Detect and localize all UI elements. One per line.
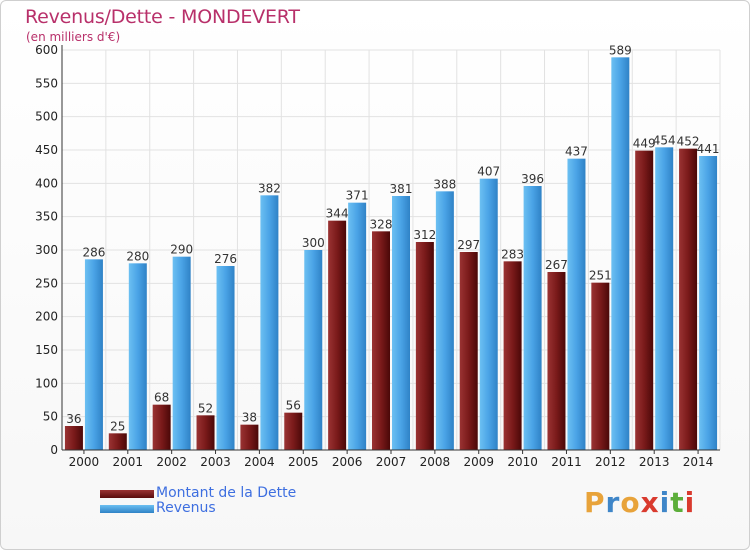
bar-revenus-2008	[435, 191, 454, 451]
data-label-revenus-2014: 441	[697, 142, 720, 156]
x-tick-label: 2003	[200, 455, 231, 469]
bar-revenus-2003	[216, 266, 235, 450]
data-label-revenus-2003: 276	[214, 252, 237, 266]
data-label-debt-2001: 25	[110, 419, 125, 433]
bar-revenus-2006	[348, 202, 367, 450]
legend-swatch-debt	[100, 490, 154, 498]
x-tick-label: 2008	[420, 455, 451, 469]
bar-revenus-2010	[523, 186, 542, 450]
y-tick-label: 150	[35, 343, 58, 357]
bar-debt-2000	[64, 426, 83, 450]
x-tick-label: 2007	[376, 455, 407, 469]
data-label-revenus-2004: 382	[258, 181, 281, 195]
proxiti-logo: Proxiti	[584, 486, 696, 519]
data-label-revenus-2005: 300	[302, 236, 325, 250]
x-tick-label: 2006	[332, 455, 363, 469]
y-tick-label: 350	[35, 210, 58, 224]
x-tick-label: 2000	[69, 455, 100, 469]
y-tick-label: 50	[43, 410, 58, 424]
data-label-revenus-2001: 280	[126, 249, 149, 263]
legend-label-debt: Montant de la Dette	[156, 485, 297, 501]
bar-revenus-2005	[304, 250, 323, 450]
bar-debt-2011	[547, 272, 566, 450]
data-label-revenus-2002: 290	[170, 243, 193, 257]
bar-revenus-2013	[655, 147, 674, 451]
data-label-debt-2007: 328	[370, 217, 393, 231]
bar-debt-2005	[284, 412, 303, 450]
data-label-revenus-2006: 371	[346, 189, 369, 203]
bar-revenus-2009	[479, 178, 498, 450]
data-label-debt-2002: 68	[154, 391, 169, 405]
x-tick-label: 2014	[683, 455, 714, 469]
chart-title: Revenus/Dette - MONDEVERT	[25, 6, 300, 28]
bar-revenus-2002	[172, 256, 191, 450]
x-tick-label: 2004	[244, 455, 275, 469]
x-tick-label: 2013	[639, 455, 670, 469]
data-label-debt-2014: 452	[677, 135, 700, 149]
y-tick-label: 100	[35, 376, 58, 390]
y-tick-label: 500	[35, 110, 58, 124]
bar-revenus-2007	[392, 196, 410, 450]
x-tick-label: 2005	[288, 455, 319, 469]
data-label-debt-2010: 283	[501, 247, 524, 261]
data-label-revenus-2008: 388	[433, 177, 456, 191]
data-label-debt-2000: 36	[66, 412, 81, 426]
y-tick-label: 250	[35, 276, 58, 290]
y-tick-label: 300	[35, 243, 58, 257]
chart-subtitle: (en milliers d'€)	[26, 30, 121, 44]
data-label-revenus-2011: 437	[565, 145, 588, 159]
data-label-revenus-2000: 286	[82, 245, 105, 259]
x-tick-label: 2009	[463, 455, 494, 469]
y-tick-label: 400	[35, 176, 58, 190]
data-label-debt-2012: 251	[589, 269, 612, 283]
x-tick-label: 2012	[595, 455, 626, 469]
data-label-debt-2008: 312	[413, 228, 436, 242]
bar-debt-2002	[152, 404, 171, 450]
data-label-debt-2013: 449	[633, 137, 656, 151]
y-tick-label: 550	[35, 76, 58, 90]
x-tick-label: 2002	[156, 455, 187, 469]
y-tick-label: 200	[35, 310, 58, 324]
data-label-debt-2005: 56	[286, 399, 301, 413]
bar-debt-2008	[415, 242, 434, 450]
bar-debt-2007	[372, 231, 390, 450]
bar-debt-2001	[108, 433, 127, 450]
bar-debt-2003	[196, 415, 215, 450]
bar-debt-2010	[503, 261, 522, 450]
x-tick-label: 2010	[507, 455, 538, 469]
data-label-debt-2004: 38	[242, 411, 257, 425]
data-label-revenus-2009: 407	[477, 165, 500, 179]
bar-debt-2013	[635, 150, 654, 450]
bar-revenus-2001	[128, 263, 147, 450]
bar-revenus-2012	[611, 57, 630, 450]
bar-debt-2012	[591, 282, 610, 450]
y-tick-label: 450	[35, 143, 58, 157]
data-label-debt-2011: 267	[545, 258, 568, 272]
bar-debt-2004	[240, 424, 259, 450]
bar-debt-2009	[459, 252, 478, 450]
y-tick-label: 600	[35, 43, 58, 57]
data-label-debt-2009: 297	[457, 238, 480, 252]
bar-revenus-2011	[567, 158, 586, 450]
data-label-revenus-2013: 454	[653, 133, 676, 147]
x-tick-label: 2001	[113, 455, 144, 469]
bar-revenus-2014	[699, 156, 718, 450]
x-tick-label: 2011	[551, 455, 582, 469]
data-label-revenus-2010: 396	[521, 172, 544, 186]
data-label-revenus-2012: 589	[609, 43, 632, 57]
data-label-debt-2006: 344	[326, 207, 349, 221]
bar-debt-2014	[679, 148, 698, 450]
data-label-revenus-2007: 381	[390, 182, 413, 196]
legend-swatch-revenus	[100, 505, 154, 513]
legend-label-revenus: Revenus	[156, 500, 216, 516]
bar-revenus-2004	[260, 195, 279, 450]
bar-debt-2006	[328, 220, 347, 450]
y-tick-label: 0	[50, 443, 58, 457]
data-label-debt-2003: 52	[198, 401, 213, 415]
bar-revenus-2000	[84, 259, 103, 450]
